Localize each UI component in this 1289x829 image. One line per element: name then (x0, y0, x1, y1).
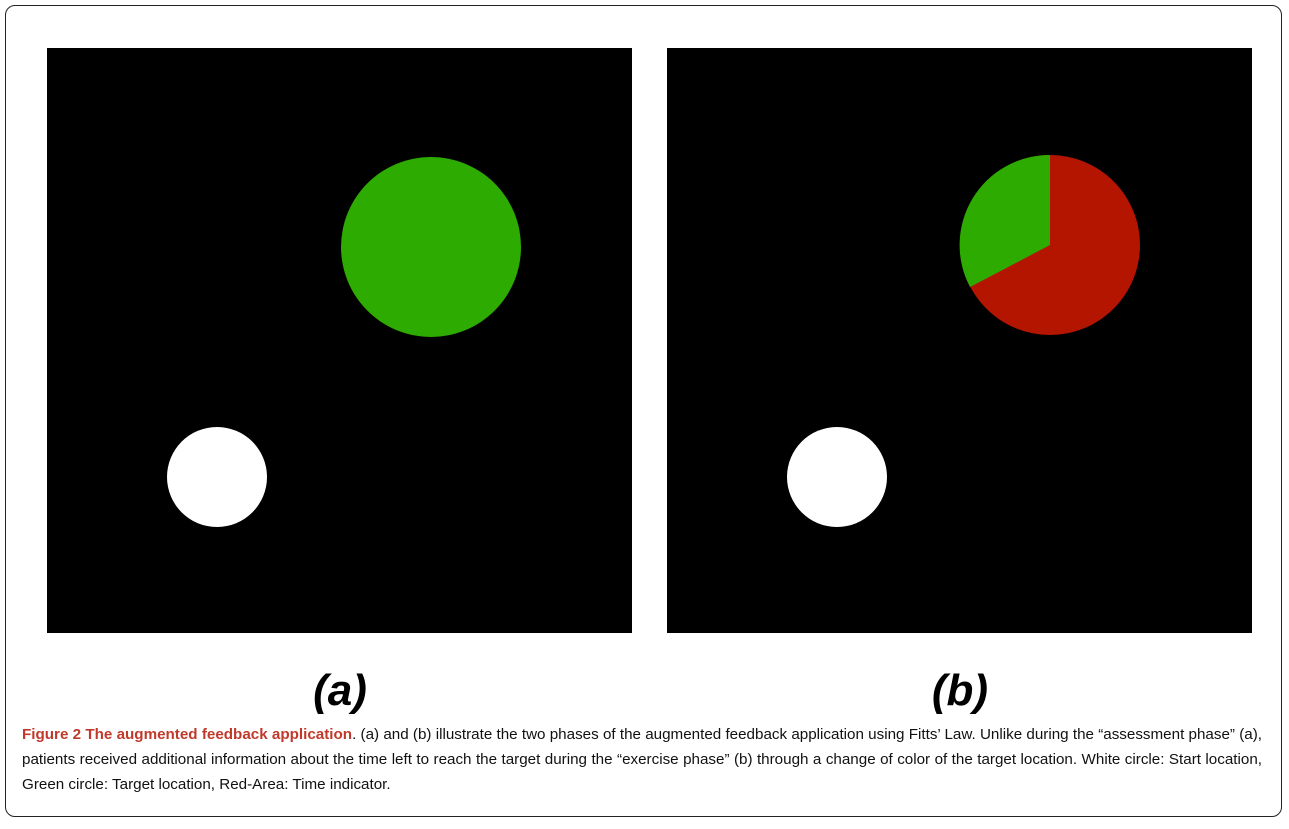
target-remaining (959, 154, 1050, 287)
target-circle (341, 157, 521, 337)
caption: Figure 2 The augmented feedback applicat… (22, 722, 1262, 797)
figure-frame (5, 5, 1282, 817)
start-circle (787, 427, 887, 527)
caption-text: . (a) and (b) illustrate the two phases … (22, 726, 1262, 793)
panel-label: (b) (932, 666, 988, 715)
figure: (a) (b) (47, 48, 1252, 715)
panel-a (47, 48, 632, 633)
start-circle (167, 427, 267, 527)
panel-b (667, 48, 1252, 633)
caption-title: Figure 2 The augmented feedback applicat… (22, 726, 353, 743)
panel-label: (a) (313, 666, 367, 715)
